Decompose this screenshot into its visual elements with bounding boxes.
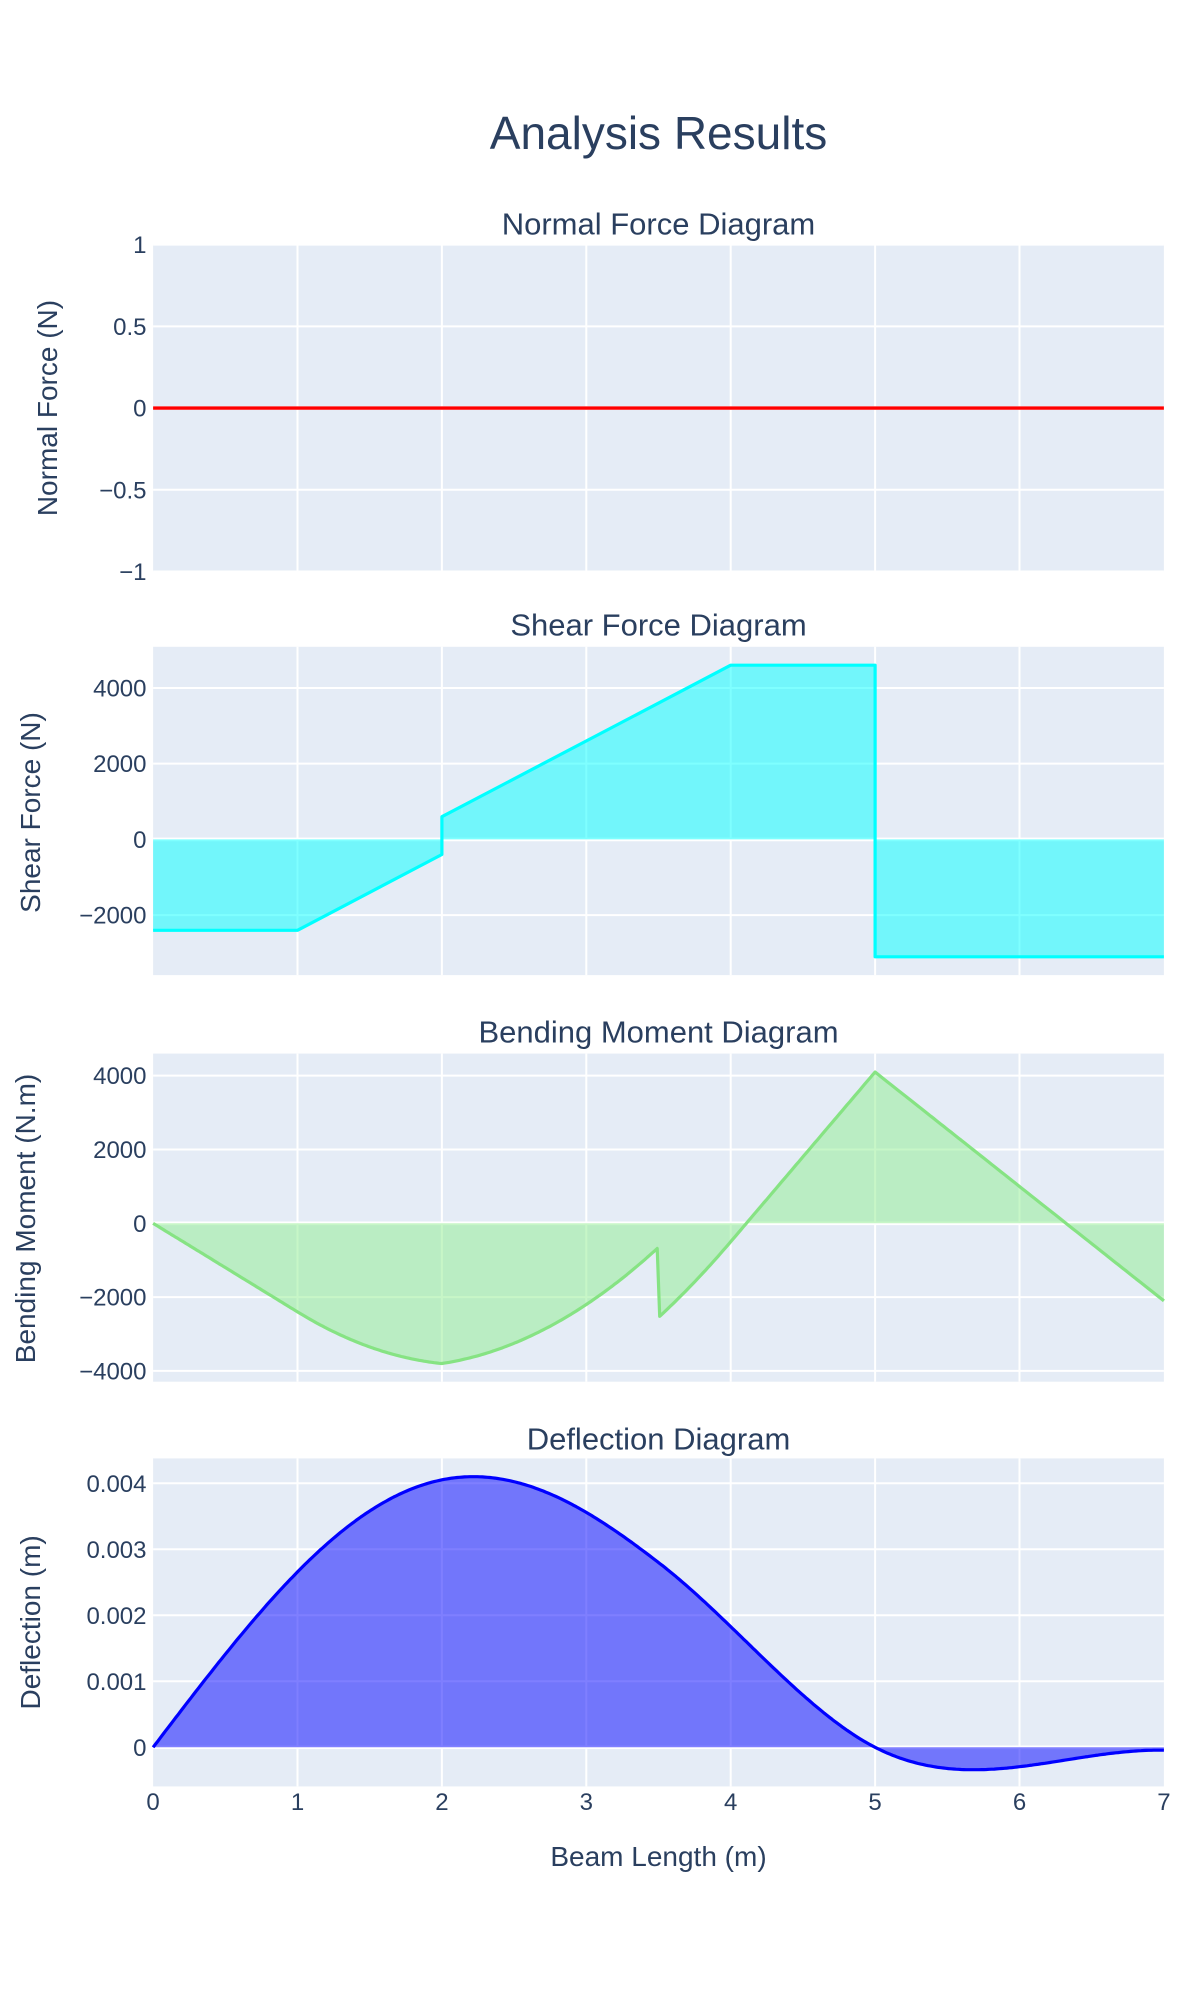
svg-text:5: 5 [868,1789,881,1816]
svg-text:0.001: 0.001 [86,1669,146,1696]
svg-text:1: 1 [291,1789,304,1816]
svg-text:0.5: 0.5 [113,314,146,341]
svg-text:Shear Force (N): Shear Force (N) [15,712,46,913]
svg-text:2000: 2000 [93,751,146,778]
svg-text:4000: 4000 [93,675,146,702]
svg-text:Normal Force (N): Normal Force (N) [32,300,63,516]
svg-text:Bending Moment (N.m): Bending Moment (N.m) [10,1074,41,1363]
svg-text:2: 2 [435,1789,448,1816]
svg-text:−4000: −4000 [79,1358,146,1385]
svg-text:Bending Moment Diagram: Bending Moment Diagram [478,1014,838,1049]
svg-text:1: 1 [133,232,146,259]
svg-text:0: 0 [133,396,146,423]
svg-text:2000: 2000 [93,1137,146,1164]
svg-text:6: 6 [1013,1789,1026,1816]
svg-text:0: 0 [133,1211,146,1238]
svg-text:Shear Force Diagram: Shear Force Diagram [510,608,806,643]
svg-text:0.004: 0.004 [86,1471,146,1498]
svg-text:0.003: 0.003 [86,1537,146,1564]
svg-text:Deflection (m): Deflection (m) [15,1535,46,1709]
svg-text:0: 0 [146,1789,159,1816]
svg-text:Normal Force Diagram: Normal Force Diagram [502,206,816,241]
svg-text:7: 7 [1157,1789,1170,1816]
svg-text:4: 4 [724,1789,737,1816]
svg-text:−2000: −2000 [79,1285,146,1312]
svg-text:Analysis Results: Analysis Results [490,107,827,159]
svg-text:−0.5: −0.5 [99,477,146,504]
svg-text:0.002: 0.002 [86,1603,146,1630]
svg-text:4000: 4000 [93,1063,146,1090]
svg-text:Deflection Diagram: Deflection Diagram [527,1421,791,1456]
svg-text:3: 3 [580,1789,593,1816]
svg-text:Beam Length (m): Beam Length (m) [550,1841,766,1872]
svg-text:−1: −1 [119,559,146,586]
svg-text:0: 0 [133,827,146,854]
svg-text:−2000: −2000 [79,903,146,930]
svg-text:0: 0 [133,1735,146,1762]
